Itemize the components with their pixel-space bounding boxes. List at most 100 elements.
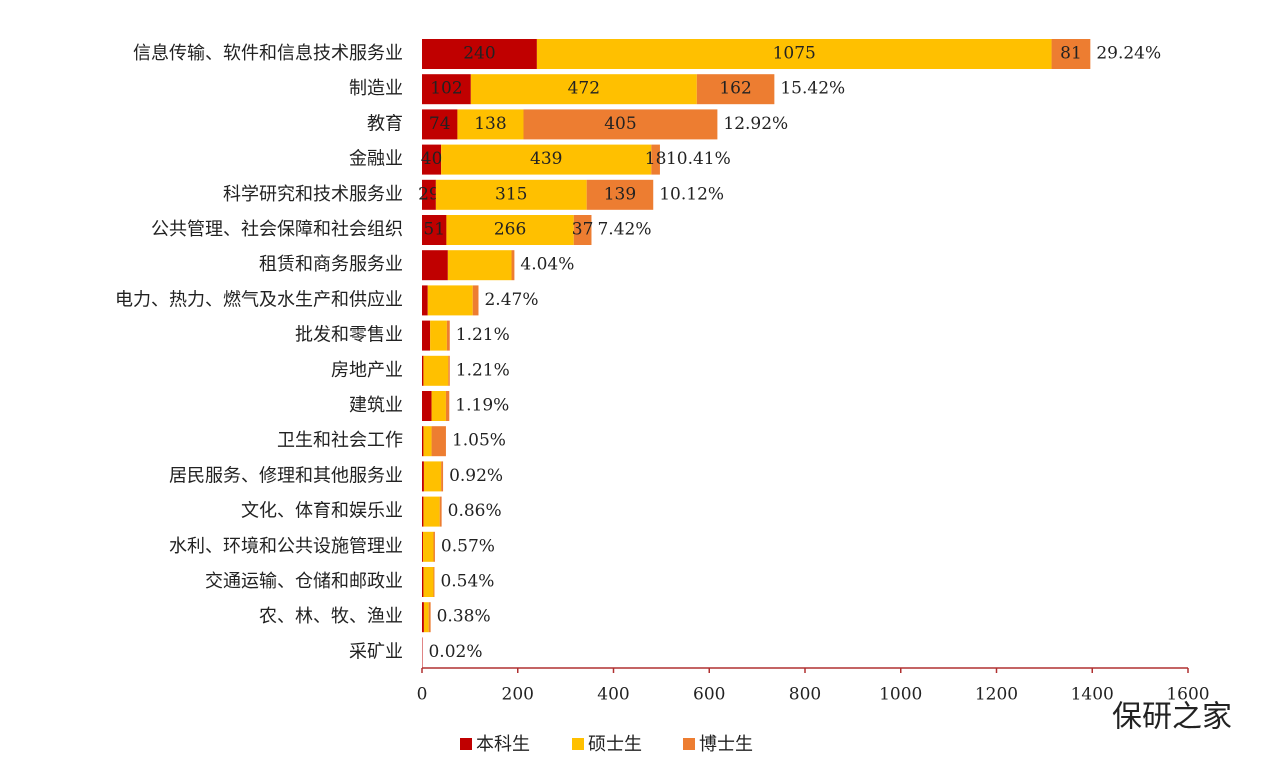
category-label: 租赁和商务服务业 — [259, 254, 403, 275]
bar-segment — [422, 391, 432, 421]
bar-segment — [1051, 39, 1091, 69]
value-label: 102 — [430, 79, 462, 99]
total-label: 0.38% — [437, 607, 491, 627]
value-label: 162 — [719, 79, 751, 99]
value-label: 315 — [495, 184, 527, 204]
bar-segment — [422, 144, 442, 175]
bar-segment — [422, 461, 424, 492]
category-label: 制造业 — [349, 78, 403, 99]
total-label: 0.54% — [440, 572, 494, 592]
category-label: 教育 — [367, 113, 403, 134]
x-tick-label: 1600 — [1166, 685, 1209, 705]
category-label: 水利、环境和公共设施管理业 — [169, 536, 403, 557]
x-tick-label: 600 — [693, 685, 725, 705]
legend-label: 本科生 — [476, 734, 530, 755]
bar-segment — [441, 461, 444, 492]
value-label: 139 — [604, 184, 636, 204]
bar-segment — [433, 531, 435, 562]
total-label: 2.47% — [484, 290, 538, 310]
category-label: 电力、热力、燃气及水生产和供应业 — [115, 289, 403, 310]
category-label: 房地产业 — [331, 360, 403, 381]
value-label: 240 — [463, 44, 495, 64]
bar-segment — [511, 250, 515, 281]
bar-segment — [423, 567, 434, 597]
bar-segment — [435, 179, 587, 210]
bar-segment — [422, 320, 431, 351]
bar-segment — [696, 74, 775, 105]
bar-segment — [651, 144, 660, 175]
bar-segment — [427, 285, 473, 316]
bar-segment — [447, 250, 512, 281]
bar-segment — [536, 39, 1052, 69]
category-label: 信息传输、软件和信息技术服务业 — [133, 43, 403, 64]
total-label: 1.05% — [452, 431, 506, 451]
category-label: 建筑业 — [349, 395, 403, 416]
bar-segment — [422, 179, 436, 210]
total-label: 12.92% — [723, 114, 788, 134]
bar-segment — [573, 215, 592, 245]
value-label: 37 — [572, 220, 594, 240]
bar-segment — [423, 355, 449, 386]
x-tick-label: 0 — [417, 685, 428, 705]
legend-swatch — [683, 738, 695, 750]
category-label: 交通运输、仓储和邮政业 — [205, 571, 403, 592]
bar-segment — [431, 426, 446, 457]
x-tick-label: 1400 — [1071, 685, 1114, 705]
value-label: 472 — [568, 79, 600, 99]
x-tick-label: 400 — [597, 685, 629, 705]
x-tick-label: 1000 — [879, 685, 922, 705]
total-label: 0.57% — [441, 536, 495, 556]
category-label: 居民服务、修理和其他服务业 — [169, 465, 403, 486]
bar-segment — [422, 602, 424, 633]
total-label: 4.04% — [520, 255, 574, 275]
x-tick-label: 1200 — [975, 685, 1018, 705]
value-label: 439 — [530, 149, 562, 169]
value-label: 18 — [645, 149, 667, 169]
bar-segment — [433, 567, 435, 597]
bar-segment — [422, 39, 537, 69]
bar-segment — [446, 215, 574, 245]
category-label: 卫生和社会工作 — [277, 430, 403, 451]
total-label: 1.21% — [456, 360, 510, 380]
bar-segment — [422, 250, 448, 281]
bar-segment — [439, 496, 442, 527]
legend-swatch — [460, 738, 472, 750]
bar-segment — [423, 496, 440, 527]
bar-segment — [422, 215, 447, 245]
category-label: 科学研究和技术服务业 — [223, 184, 403, 205]
bar-segment — [586, 179, 654, 210]
value-label: 81 — [1060, 44, 1082, 64]
bar-segment — [470, 74, 697, 105]
total-label: 0.02% — [428, 642, 482, 662]
value-label: 40 — [421, 149, 443, 169]
total-label: 10.41% — [666, 149, 731, 169]
bar-segment — [428, 602, 431, 633]
bar-segment — [448, 355, 450, 386]
bar-segment — [422, 426, 424, 457]
total-label: 1.21% — [456, 325, 510, 345]
value-label: 138 — [474, 114, 506, 134]
value-label: 1075 — [773, 44, 816, 64]
value-label: 405 — [604, 114, 636, 134]
category-label: 文化、体育和娱乐业 — [241, 501, 403, 522]
category-label: 公共管理、社会保障和社会组织 — [151, 219, 403, 240]
watermark-group: 保研之家 — [1112, 700, 1232, 735]
total-label: 0.86% — [448, 501, 502, 521]
bar-segment — [422, 355, 424, 386]
bar-segment — [422, 567, 424, 597]
bar-segment — [457, 109, 524, 140]
category-label: 农、林、牧、渔业 — [259, 606, 403, 627]
bar-segment — [423, 461, 442, 492]
watermark: 保研之家 — [1112, 700, 1232, 735]
total-label: 7.42% — [597, 220, 651, 240]
bar-segment — [445, 391, 450, 421]
legend-label: 博士生 — [699, 734, 753, 755]
category-label: 批发和零售业 — [295, 325, 403, 346]
bar-segment — [422, 496, 424, 527]
bar-segment — [422, 109, 458, 140]
bar-segment — [422, 531, 434, 562]
bar-segment — [472, 285, 479, 316]
bar-segment — [423, 426, 432, 457]
total-label: 10.12% — [659, 184, 724, 204]
